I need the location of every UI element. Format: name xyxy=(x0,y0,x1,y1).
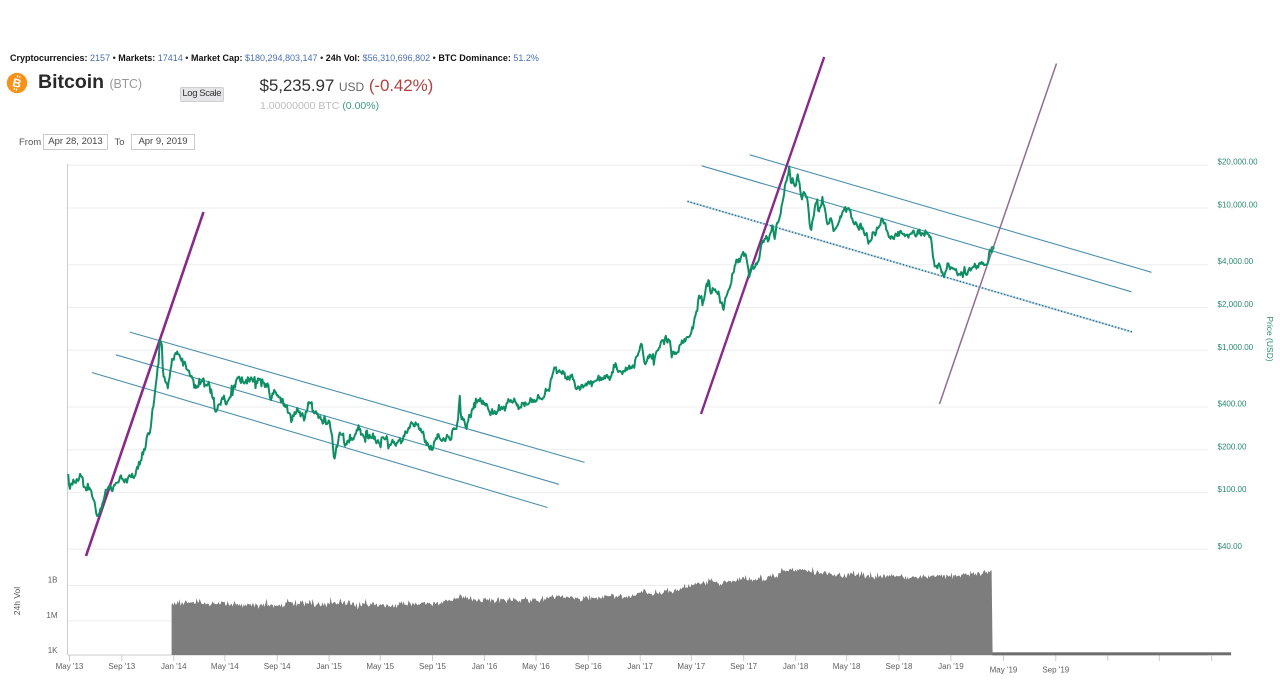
svg-text:Jan '18: Jan '18 xyxy=(783,662,809,671)
svg-text:1B: 1B xyxy=(48,576,58,585)
svg-text:May '19: May '19 xyxy=(990,666,1018,675)
svg-text:$2,000.00: $2,000.00 xyxy=(1218,300,1254,309)
svg-text:1M: 1M xyxy=(46,611,57,620)
svg-text:$4,000.00: $4,000.00 xyxy=(1218,257,1254,266)
svg-text:$100.00: $100.00 xyxy=(1218,485,1247,494)
svg-text:$400.00: $400.00 xyxy=(1218,400,1247,409)
svg-text:Jan '19: Jan '19 xyxy=(938,662,964,671)
svg-text:May '16: May '16 xyxy=(522,662,550,671)
svg-text:Jan '17: Jan '17 xyxy=(627,662,653,671)
svg-text:Jan '16: Jan '16 xyxy=(472,662,498,671)
svg-text:May '13: May '13 xyxy=(56,662,84,671)
svg-text:Jan '14: Jan '14 xyxy=(161,662,187,671)
svg-text:May '14: May '14 xyxy=(211,662,239,671)
svg-text:May '18: May '18 xyxy=(833,662,861,671)
svg-text:Sep '15: Sep '15 xyxy=(419,662,446,671)
svg-text:$200.00: $200.00 xyxy=(1218,442,1247,451)
svg-text:$40.00: $40.00 xyxy=(1218,542,1243,551)
svg-text:Price (USD): Price (USD) xyxy=(1265,316,1275,362)
svg-text:$10,000.00: $10,000.00 xyxy=(1218,201,1259,210)
svg-text:May '15: May '15 xyxy=(366,662,394,671)
svg-text:B: B xyxy=(11,75,23,91)
svg-text:Sep '13: Sep '13 xyxy=(108,662,135,671)
svg-text:Sep '16: Sep '16 xyxy=(575,662,602,671)
svg-text:$20,000.00: $20,000.00 xyxy=(1218,158,1259,167)
svg-text:May '17: May '17 xyxy=(677,662,705,671)
svg-text:Sep '14: Sep '14 xyxy=(264,662,291,671)
svg-text:24h Vol: 24h Vol xyxy=(12,587,22,615)
svg-text:Sep '18: Sep '18 xyxy=(886,662,913,671)
svg-text:Jan '15: Jan '15 xyxy=(316,662,342,671)
svg-text:$1,000.00: $1,000.00 xyxy=(1218,343,1254,352)
svg-text:Sep '19: Sep '19 xyxy=(1042,666,1069,675)
svg-text:1K: 1K xyxy=(48,646,58,655)
svg-text:Sep '17: Sep '17 xyxy=(730,662,757,671)
